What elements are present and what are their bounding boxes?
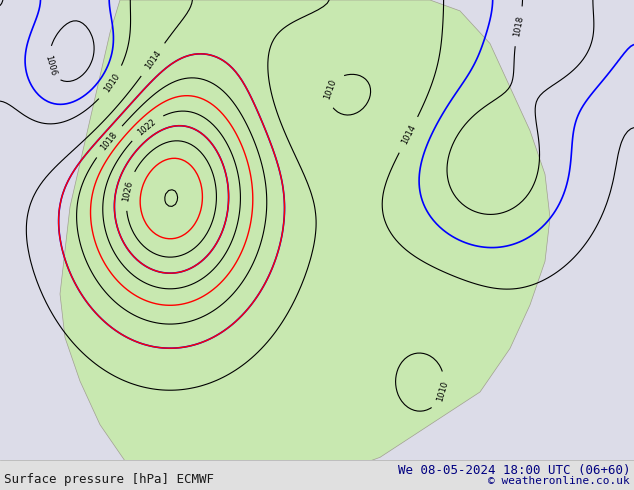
Bar — [0, 460, 634, 490]
Text: 1026: 1026 — [121, 179, 134, 202]
Polygon shape — [60, 0, 550, 490]
Text: 1010: 1010 — [436, 380, 450, 403]
Text: 1014: 1014 — [399, 123, 417, 146]
Text: 1022: 1022 — [136, 117, 157, 137]
Text: We 08-05-2024 18:00 UTC (06+60): We 08-05-2024 18:00 UTC (06+60) — [398, 464, 630, 477]
Text: © weatheronline.co.uk: © weatheronline.co.uk — [488, 476, 630, 486]
Text: 1018: 1018 — [512, 15, 525, 38]
Text: 1014: 1014 — [143, 49, 163, 71]
Text: Surface pressure [hPa] ECMWF: Surface pressure [hPa] ECMWF — [4, 473, 214, 486]
Text: 1006: 1006 — [43, 54, 57, 77]
Text: 1018: 1018 — [99, 130, 119, 152]
Text: 1010: 1010 — [102, 72, 121, 94]
Text: 1010: 1010 — [322, 77, 338, 100]
